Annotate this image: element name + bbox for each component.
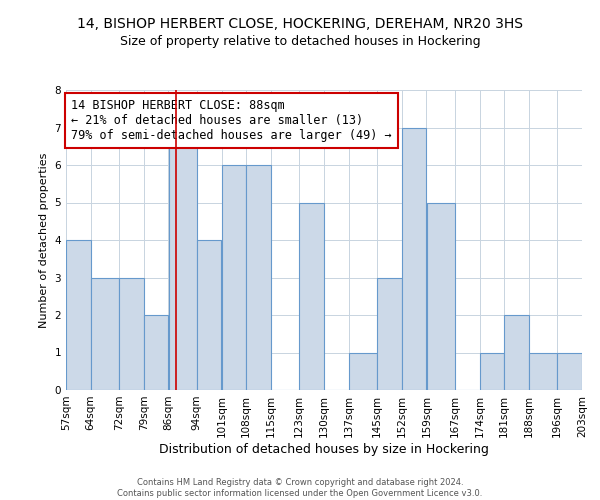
Bar [529,352,557,390]
Bar [169,128,197,390]
Bar [197,240,221,390]
Text: Contains HM Land Registry data © Crown copyright and database right 2024.
Contai: Contains HM Land Registry data © Crown c… [118,478,482,498]
Bar [402,128,427,390]
Bar [91,278,119,390]
Y-axis label: Number of detached properties: Number of detached properties [39,152,49,328]
Bar [246,165,271,390]
Bar [557,352,582,390]
Bar [299,202,324,390]
Bar [479,352,504,390]
Bar [377,278,402,390]
Bar [349,352,377,390]
Text: 14 BISHOP HERBERT CLOSE: 88sqm
← 21% of detached houses are smaller (13)
79% of : 14 BISHOP HERBERT CLOSE: 88sqm ← 21% of … [71,99,392,142]
Text: Size of property relative to detached houses in Hockering: Size of property relative to detached ho… [119,35,481,48]
Bar [504,315,529,390]
Bar [66,240,91,390]
Bar [119,278,144,390]
X-axis label: Distribution of detached houses by size in Hockering: Distribution of detached houses by size … [159,442,489,456]
Text: 14, BISHOP HERBERT CLOSE, HOCKERING, DEREHAM, NR20 3HS: 14, BISHOP HERBERT CLOSE, HOCKERING, DER… [77,18,523,32]
Bar [221,165,246,390]
Bar [427,202,455,390]
Bar [144,315,169,390]
